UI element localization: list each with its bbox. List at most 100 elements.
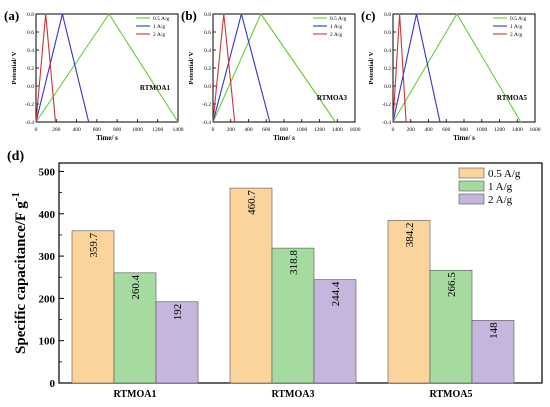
y-tick-label: -0.4 <box>382 120 391 126</box>
x-tick-label: 1600 <box>350 127 361 133</box>
legend-swatch <box>458 193 485 205</box>
x-tick-label: 400 <box>72 127 81 133</box>
legend-label: 0.5 A/g <box>153 16 169 22</box>
series-line-0-5-A-g <box>35 13 179 123</box>
y-tick-label: 0.4 <box>27 48 34 54</box>
y-tick-label: 100 <box>39 336 56 348</box>
x-tick-label: 1400 <box>512 127 523 133</box>
panel-letter: (d) <box>7 149 24 164</box>
x-tick-label: 800 <box>280 127 289 133</box>
y-tick-label: 0.4 <box>204 48 211 54</box>
bar-data-label: 266.5 <box>446 272 458 297</box>
bar-RTMOA5-2-A-g <box>471 320 515 384</box>
legend-label: 2 A/g <box>153 32 165 38</box>
gcd-panel-2: 0 200 400 600 800 1000 1200 1400 1600 -0.4 -0.2 0.0… <box>181 8 361 142</box>
bar-RTMOA5-1-A-g <box>429 269 473 384</box>
y-tick-label: -0.2 <box>382 102 391 108</box>
legend-label: 0.5 A/g <box>330 16 346 22</box>
series-line-2-A-g <box>35 13 57 123</box>
series-line-1-A-g <box>35 13 90 123</box>
bar-data-label: 384.2 <box>404 222 416 247</box>
bar-data-label: 148 <box>488 322 500 339</box>
panel-letter: (c) <box>361 8 375 23</box>
bar-RTMOA1-1-A-g <box>113 272 157 384</box>
legend-label: 0.5 A/g <box>510 16 526 22</box>
x-axis-label: Time/ s <box>273 134 295 142</box>
y-tick-label: 0.0 <box>27 84 34 90</box>
x-tick-label: 200 <box>227 127 236 133</box>
y-tick-label: 0.8 <box>27 12 34 18</box>
sample-annotation: RTMOA3 <box>317 94 348 102</box>
category-label: RTMOA1 <box>114 389 157 400</box>
y-tick-label: -0.2 <box>25 102 34 108</box>
y-tick-label: 200 <box>39 293 56 305</box>
panel-letter: (b) <box>181 8 197 23</box>
series-line-2-A-g <box>212 13 236 123</box>
y-tick-label: 0.2 <box>204 66 211 72</box>
x-tick-label: 0 <box>392 127 395 133</box>
bar-data-label: 260.4 <box>130 274 142 299</box>
x-tick-label: 600 <box>442 127 451 133</box>
x-tick-label: 1200 <box>314 127 325 133</box>
legend-swatch <box>458 167 485 179</box>
bar-RTMOA3-1-A-g <box>271 247 315 384</box>
x-tick-label: 1400 <box>173 127 184 133</box>
y-tick-label: 0.8 <box>204 12 211 18</box>
x-tick-label: 600 <box>93 127 102 133</box>
series-line-0-5-A-g <box>212 13 336 123</box>
legend-label: 0.5 A/g <box>488 168 521 180</box>
bar-RTMOA5-0-5-A-g <box>387 220 431 384</box>
bar-data-label: 318.8 <box>288 250 300 275</box>
y-tick-label: 0 <box>50 378 56 390</box>
y-axis-label: Potential/ V <box>11 51 18 84</box>
bar-RTMOA3-0-5-A-g <box>229 187 273 384</box>
y-tick-label: 0.2 <box>27 66 34 72</box>
y-tick-label: 0.6 <box>204 30 211 36</box>
y-axis-label-superscript: -1 <box>10 192 22 201</box>
x-tick-label: 1000 <box>476 127 487 133</box>
y-tick-label: -0.4 <box>202 120 211 126</box>
x-tick-label: 1200 <box>494 127 505 133</box>
x-tick-label: 400 <box>424 127 433 133</box>
legend-label: 1 A/g <box>330 24 342 30</box>
legend-label: 2 A/g <box>330 32 342 38</box>
series-line-2-A-g <box>392 13 407 123</box>
sample-annotation: RTMOA5 <box>497 94 528 102</box>
y-tick-label: 300 <box>39 251 56 263</box>
gcd-panel-3: 0 200 400 600 800 1000 1200 1400 1600 -0.4 -0.2 0.0… <box>361 8 541 142</box>
legend-label: 1 A/g <box>510 24 522 30</box>
y-tick-label: 400 <box>39 209 56 221</box>
x-tick-label: 400 <box>244 127 253 133</box>
y-tick-label: -0.4 <box>25 120 34 126</box>
bar-RTMOA1-2-A-g <box>155 301 199 384</box>
y-tick-label: 0.2 <box>384 66 391 72</box>
x-axis-label: Time/ s <box>453 134 475 142</box>
category-label: RTMOA5 <box>430 389 473 400</box>
x-tick-label: 1600 <box>530 127 541 133</box>
x-tick-label: 1400 <box>332 127 343 133</box>
legend-label: 2 A/g <box>488 194 513 206</box>
y-tick-label: 0.4 <box>384 48 391 54</box>
bar-panel: 0 100 200 300 400 500 Specific capacitance/F g… <box>7 149 543 400</box>
bar-data-label: 192 <box>172 304 184 321</box>
y-axis-label: Specific capacitance/F g-1 <box>10 192 29 354</box>
y-tick-label: 0.6 <box>384 30 391 36</box>
legend-label: 1 A/g <box>153 24 165 30</box>
sample-annotation: RTMOA1 <box>140 84 171 92</box>
x-tick-label: 1000 <box>132 127 143 133</box>
y-axis-label: Potential/ V <box>368 51 375 84</box>
y-tick-label: 0.0 <box>204 84 211 90</box>
bar-data-label: 244.4 <box>330 281 342 306</box>
bar-RTMOA3-2-A-g <box>313 279 357 384</box>
bar-data-label: 460.7 <box>246 190 258 215</box>
series-line-0-5-A-g <box>392 13 522 123</box>
legend-label: 1 A/g <box>488 181 513 193</box>
x-tick-label: 600 <box>262 127 271 133</box>
x-tick-label: 200 <box>52 127 61 133</box>
legend-label: 2 A/g <box>510 32 522 38</box>
series-line-1-A-g <box>212 13 271 123</box>
y-axis-label: Potential/ V <box>188 51 195 84</box>
y-tick-label: 0.8 <box>384 12 391 18</box>
